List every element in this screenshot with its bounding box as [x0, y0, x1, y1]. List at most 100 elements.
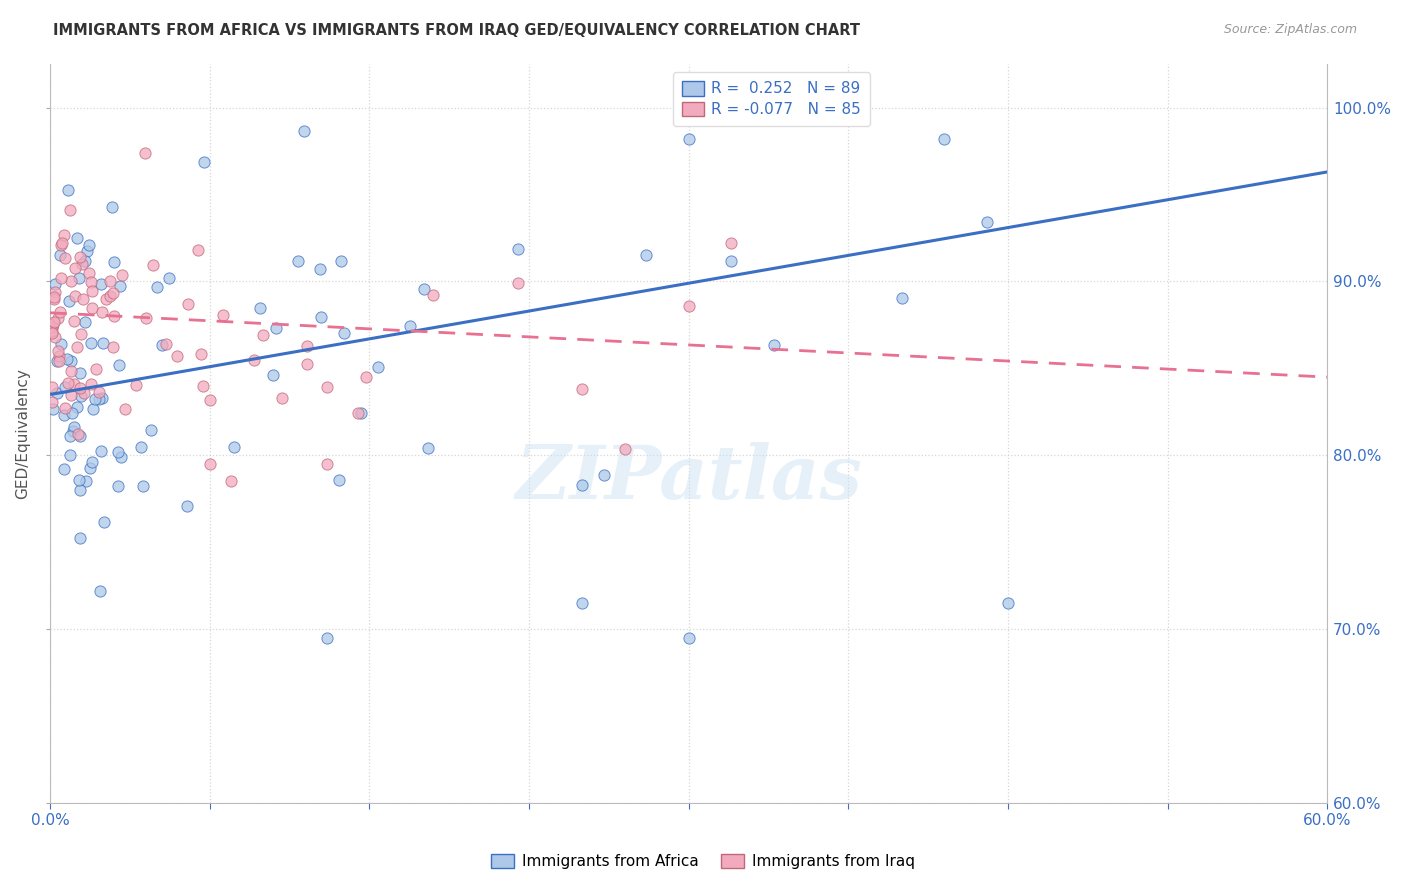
Point: [354, 370, 377, 384]
Point: [67, 427, 90, 442]
Point: [44, 292, 66, 306]
Point: [49, 336, 72, 351]
Legend: R =  0.252   N = 89, R = -0.077   N = 85: R = 0.252 N = 89, R = -0.077 N = 85: [673, 71, 870, 127]
Point: [890, 291, 912, 305]
Point: [63, 420, 86, 434]
Point: [51, 235, 73, 250]
Point: [49, 271, 72, 285]
Point: [98, 288, 121, 302]
Point: [100, 200, 122, 214]
Point: [103, 285, 125, 300]
Point: [41, 324, 63, 338]
Point: [418, 442, 440, 456]
Point: [103, 255, 125, 269]
Point: [315, 631, 337, 645]
Point: [80, 275, 103, 289]
Point: [80, 377, 103, 392]
Point: [73, 315, 96, 329]
Point: [636, 248, 658, 262]
Point: [65, 260, 87, 275]
Point: [66, 340, 89, 354]
Point: [222, 441, 245, 455]
Point: [720, 253, 742, 268]
Point: [134, 145, 156, 160]
Point: [90, 444, 112, 458]
Point: [44, 330, 66, 344]
Point: [292, 124, 315, 138]
Point: [59, 354, 82, 368]
Point: [48, 349, 70, 363]
Point: [44, 277, 66, 292]
Text: IMMIGRANTS FROM AFRICA VS IMMIGRANTS FROM IRAQ GED/EQUIVALENCY CORRELATION CHART: IMMIGRANTS FROM AFRICA VS IMMIGRANTS FRO…: [53, 23, 860, 38]
Point: [60, 388, 83, 402]
Point: [69, 483, 91, 497]
Point: [125, 377, 148, 392]
Point: [79, 336, 101, 351]
Point: [84, 362, 107, 376]
Point: [67, 271, 90, 285]
Point: [42, 290, 65, 304]
Point: [678, 631, 700, 645]
Point: [69, 429, 91, 443]
Point: [80, 284, 103, 298]
Point: [200, 392, 222, 407]
Point: [87, 384, 110, 399]
Point: [422, 288, 444, 302]
Point: [103, 340, 125, 354]
Point: [69, 366, 91, 380]
Point: [315, 457, 337, 471]
Point: [114, 401, 136, 416]
Point: [91, 391, 114, 405]
Point: [219, 475, 242, 489]
Point: [91, 304, 114, 318]
Point: [270, 392, 292, 406]
Point: [98, 274, 121, 288]
Point: [44, 285, 66, 300]
Point: [58, 294, 80, 309]
Point: [212, 308, 235, 322]
Point: [58, 376, 80, 390]
Point: [41, 395, 63, 409]
Point: [264, 321, 287, 335]
Point: [55, 380, 77, 394]
Point: [110, 450, 132, 465]
Point: [328, 473, 350, 487]
Point: [678, 132, 700, 146]
Point: [131, 440, 153, 454]
Point: [571, 477, 593, 491]
Point: [111, 268, 134, 282]
Point: [67, 473, 90, 487]
Point: [315, 379, 337, 393]
Point: [70, 327, 93, 342]
Point: [157, 271, 180, 285]
Point: [166, 349, 188, 363]
Point: [79, 460, 101, 475]
Point: [66, 231, 89, 245]
Point: [75, 253, 97, 268]
Point: [69, 250, 91, 264]
Text: Source: ZipAtlas.com: Source: ZipAtlas.com: [1223, 23, 1357, 37]
Point: [89, 583, 111, 598]
Point: [49, 304, 72, 318]
Point: [142, 258, 165, 272]
Point: [329, 254, 352, 268]
Point: [146, 280, 169, 294]
Point: [49, 248, 72, 262]
Point: [89, 392, 111, 406]
Point: [49, 238, 72, 252]
Point: [82, 402, 104, 417]
Point: [150, 338, 173, 352]
Point: [59, 448, 82, 462]
Point: [91, 336, 114, 351]
Point: [107, 359, 129, 373]
Point: [69, 381, 91, 395]
Point: [82, 301, 104, 315]
Y-axis label: GED/Equivalency: GED/Equivalency: [15, 368, 30, 500]
Point: [46, 354, 69, 368]
Point: [176, 297, 198, 311]
Point: [762, 338, 785, 352]
Point: [571, 382, 593, 396]
Point: [59, 274, 82, 288]
Point: [48, 354, 70, 368]
Point: [262, 368, 284, 382]
